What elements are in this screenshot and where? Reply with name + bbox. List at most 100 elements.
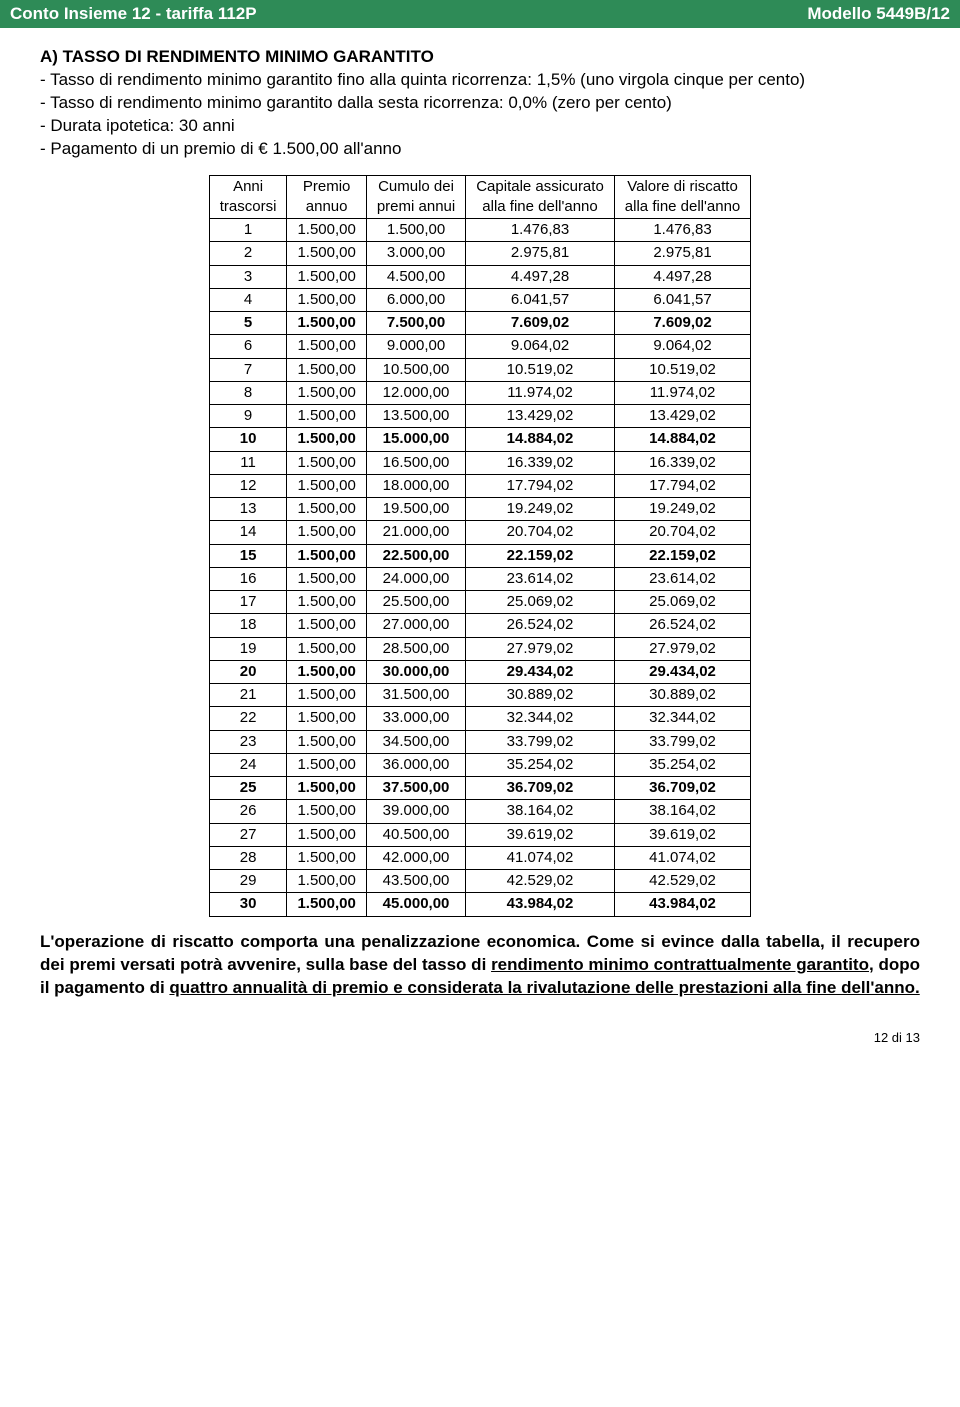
table-cell: 42.000,00 — [366, 846, 465, 869]
table-body: 11.500,001.500,001.476,831.476,8321.500,… — [209, 219, 751, 917]
table-cell: 27.979,02 — [614, 637, 750, 660]
table-cell: 1.476,83 — [466, 219, 615, 242]
table-cell: 1.500,00 — [287, 521, 366, 544]
table-cell: 1.500,00 — [287, 846, 366, 869]
table-cell: 25.069,02 — [614, 591, 750, 614]
table-cell: 24.000,00 — [366, 567, 465, 590]
table-row: 71.500,0010.500,0010.519,0210.519,02 — [209, 358, 751, 381]
table-cell: 41.074,02 — [614, 846, 750, 869]
table-cell: 10.519,02 — [466, 358, 615, 381]
table-cell: 1.500,00 — [366, 219, 465, 242]
table-cell: 6 — [209, 335, 287, 358]
table-row: 181.500,0027.000,0026.524,0226.524,02 — [209, 614, 751, 637]
content: A) TASSO DI RENDIMENTO MINIMO GARANTITO … — [0, 28, 960, 1030]
table-cell: 38.164,02 — [614, 800, 750, 823]
table-cell: 4 — [209, 288, 287, 311]
table-cell: 20.704,02 — [466, 521, 615, 544]
data-table: Annitrascorsi Premioannuo Cumulo deiprem… — [209, 175, 752, 917]
table-row: 141.500,0021.000,0020.704,0220.704,02 — [209, 521, 751, 544]
table-cell: 26 — [209, 800, 287, 823]
section-title: A) TASSO DI RENDIMENTO MINIMO GARANTITO — [40, 46, 920, 69]
table-row: 111.500,0016.500,0016.339,0216.339,02 — [209, 451, 751, 474]
table-cell: 7 — [209, 358, 287, 381]
table-cell: 11.974,02 — [614, 381, 750, 404]
table-cell: 43.984,02 — [466, 893, 615, 916]
table-row: 241.500,0036.000,0035.254,0235.254,02 — [209, 753, 751, 776]
table-cell: 1.500,00 — [287, 730, 366, 753]
table-row: 191.500,0028.500,0027.979,0227.979,02 — [209, 637, 751, 660]
table-cell: 25.500,00 — [366, 591, 465, 614]
table-cell: 39.000,00 — [366, 800, 465, 823]
table-cell: 11.974,02 — [466, 381, 615, 404]
table-row: 21.500,003.000,002.975,812.975,81 — [209, 242, 751, 265]
table-cell: 13.500,00 — [366, 405, 465, 428]
table-cell: 22.159,02 — [614, 544, 750, 567]
table-cell: 1.500,00 — [287, 893, 366, 916]
table-cell: 2 — [209, 242, 287, 265]
table-cell: 23.614,02 — [466, 567, 615, 590]
table-row: 161.500,0024.000,0023.614,0223.614,02 — [209, 567, 751, 590]
page-number: 12 di 13 — [0, 1030, 960, 1053]
table-cell: 1.500,00 — [287, 684, 366, 707]
table-cell: 35.254,02 — [466, 753, 615, 776]
bullet-line: - Durata ipotetica: 30 anni — [40, 115, 920, 138]
table-cell: 26.524,02 — [614, 614, 750, 637]
table-cell: 1.500,00 — [287, 381, 366, 404]
table-cell: 1.500,00 — [287, 753, 366, 776]
table-cell: 3.000,00 — [366, 242, 465, 265]
closing-paragraph: L'operazione di riscatto comporta una pe… — [40, 931, 920, 1000]
table-cell: 19.249,02 — [614, 498, 750, 521]
table-cell: 1.500,00 — [287, 242, 366, 265]
table-cell: 36.000,00 — [366, 753, 465, 776]
table-cell: 18.000,00 — [366, 474, 465, 497]
table-cell: 1.500,00 — [287, 219, 366, 242]
table-cell: 29 — [209, 870, 287, 893]
table-cell: 24 — [209, 753, 287, 776]
table-cell: 10.500,00 — [366, 358, 465, 381]
table-cell: 15 — [209, 544, 287, 567]
header-bar: Conto Insieme 12 - tariffa 112P Modello … — [0, 0, 960, 28]
table-cell: 1.500,00 — [287, 428, 366, 451]
table-cell: 29.434,02 — [466, 660, 615, 683]
table-cell: 1.500,00 — [287, 637, 366, 660]
table-cell: 1.500,00 — [287, 591, 366, 614]
table-cell: 19 — [209, 637, 287, 660]
table-cell: 8 — [209, 381, 287, 404]
table-cell: 10 — [209, 428, 287, 451]
table-cell: 1.500,00 — [287, 312, 366, 335]
table-cell: 33.799,02 — [466, 730, 615, 753]
table-cell: 13.429,02 — [466, 405, 615, 428]
table-row: 301.500,0045.000,0043.984,0243.984,02 — [209, 893, 751, 916]
table-cell: 22.159,02 — [466, 544, 615, 567]
table-cell: 30 — [209, 893, 287, 916]
table-row: 231.500,0034.500,0033.799,0233.799,02 — [209, 730, 751, 753]
table-cell: 1.500,00 — [287, 451, 366, 474]
table-cell: 9 — [209, 405, 287, 428]
table-cell: 4.497,28 — [466, 265, 615, 288]
table-cell: 1 — [209, 219, 287, 242]
table-cell: 28 — [209, 846, 287, 869]
table-cell: 27.000,00 — [366, 614, 465, 637]
table-row: 91.500,0013.500,0013.429,0213.429,02 — [209, 405, 751, 428]
table-cell: 23 — [209, 730, 287, 753]
table-cell: 4.497,28 — [614, 265, 750, 288]
table-cell: 27.979,02 — [466, 637, 615, 660]
table-cell: 1.500,00 — [287, 823, 366, 846]
table-cell: 10.519,02 — [614, 358, 750, 381]
table-row: 271.500,0040.500,0039.619,0239.619,02 — [209, 823, 751, 846]
col-header: Capitale assicuratoalla fine dell'anno — [466, 175, 615, 219]
table-cell: 1.500,00 — [287, 614, 366, 637]
table-cell: 41.074,02 — [466, 846, 615, 869]
table-cell: 27 — [209, 823, 287, 846]
table-cell: 16.339,02 — [614, 451, 750, 474]
table-cell: 1.500,00 — [287, 777, 366, 800]
table-cell: 29.434,02 — [614, 660, 750, 683]
table-cell: 31.500,00 — [366, 684, 465, 707]
table-cell: 39.619,02 — [614, 823, 750, 846]
table-cell: 22 — [209, 707, 287, 730]
table-row: 291.500,0043.500,0042.529,0242.529,02 — [209, 870, 751, 893]
table-row: 221.500,0033.000,0032.344,0232.344,02 — [209, 707, 751, 730]
bullet-line: - Pagamento di un premio di € 1.500,00 a… — [40, 138, 920, 161]
table-cell: 34.500,00 — [366, 730, 465, 753]
table-cell: 1.500,00 — [287, 870, 366, 893]
